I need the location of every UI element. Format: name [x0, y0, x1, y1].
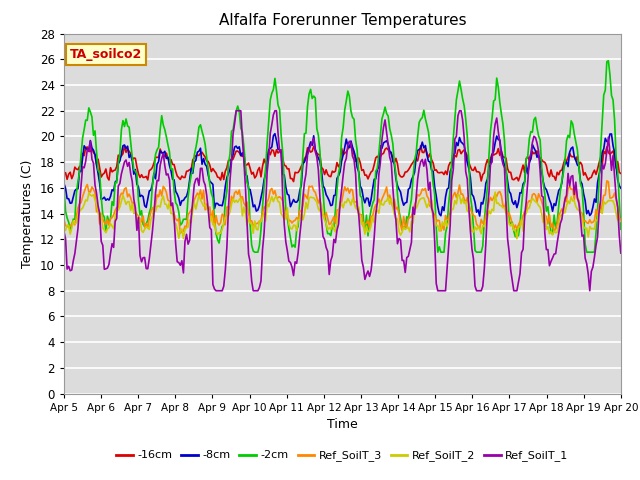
Legend: -16cm, -8cm, -2cm, Ref_SoilT_3, Ref_SoilT_2, Ref_SoilT_1: -16cm, -8cm, -2cm, Ref_SoilT_3, Ref_Soil… — [112, 446, 573, 466]
Ref_SoilT_3 — [129, 200, 136, 206]
Ref_SoilT_1 — [307, 143, 314, 148]
Ref_SoilT_2 — [244, 216, 252, 222]
-8cm — [60, 181, 68, 187]
Line: -8cm: -8cm — [64, 134, 621, 216]
Ref_SoilT_3 — [588, 220, 595, 226]
Line: Ref_SoilT_1: Ref_SoilT_1 — [64, 111, 621, 291]
Title: Alfalfa Forerunner Temperatures: Alfalfa Forerunner Temperatures — [219, 13, 466, 28]
-2cm — [226, 151, 234, 157]
Y-axis label: Temperatures (C): Temperatures (C) — [21, 159, 35, 268]
Ref_SoilT_3 — [177, 230, 184, 236]
Ref_SoilT_1 — [248, 278, 255, 284]
Ref_SoilT_2 — [513, 236, 521, 241]
-16cm — [290, 179, 298, 184]
-8cm — [305, 144, 313, 150]
-8cm — [476, 213, 483, 219]
Ref_SoilT_1 — [589, 264, 596, 270]
Ref_SoilT_3 — [255, 218, 263, 224]
X-axis label: Time: Time — [327, 418, 358, 431]
-16cm — [226, 157, 234, 163]
Ref_SoilT_3 — [246, 218, 254, 224]
-16cm — [617, 170, 625, 176]
-8cm — [271, 131, 279, 137]
Ref_SoilT_3 — [305, 183, 313, 189]
-8cm — [244, 186, 252, 192]
Ref_SoilT_1 — [617, 250, 625, 256]
Ref_SoilT_2 — [303, 206, 311, 212]
Line: -2cm: -2cm — [64, 61, 621, 252]
Ref_SoilT_2 — [492, 189, 499, 195]
Ref_SoilT_2 — [129, 201, 136, 207]
Ref_SoilT_1 — [257, 278, 265, 284]
-2cm — [251, 249, 259, 255]
Ref_SoilT_2 — [617, 218, 625, 224]
Ref_SoilT_1 — [232, 108, 240, 114]
-16cm — [244, 160, 252, 166]
Text: TA_soilco2: TA_soilco2 — [70, 48, 142, 61]
Ref_SoilT_1 — [60, 229, 68, 235]
Line: -16cm: -16cm — [64, 145, 621, 181]
-8cm — [129, 158, 136, 164]
-16cm — [60, 171, 68, 177]
-16cm — [305, 146, 313, 152]
-8cm — [589, 204, 596, 210]
Line: Ref_SoilT_2: Ref_SoilT_2 — [64, 192, 621, 239]
Ref_SoilT_1 — [129, 179, 136, 184]
-8cm — [617, 185, 625, 191]
-2cm — [617, 227, 625, 232]
Ref_SoilT_2 — [60, 228, 68, 234]
-2cm — [60, 185, 68, 191]
-2cm — [588, 249, 595, 255]
Ref_SoilT_3 — [60, 217, 68, 223]
-2cm — [244, 184, 252, 190]
Ref_SoilT_3 — [617, 217, 625, 223]
-2cm — [305, 91, 313, 97]
-8cm — [226, 167, 234, 172]
Ref_SoilT_2 — [589, 226, 596, 231]
Ref_SoilT_3 — [228, 193, 236, 199]
-16cm — [129, 157, 136, 163]
Ref_SoilT_2 — [226, 209, 234, 215]
Ref_SoilT_3 — [603, 178, 611, 184]
-16cm — [417, 143, 424, 148]
-2cm — [129, 154, 136, 160]
-16cm — [589, 170, 596, 176]
-8cm — [254, 207, 262, 213]
Ref_SoilT_1 — [212, 288, 220, 294]
-2cm — [255, 242, 263, 248]
Ref_SoilT_1 — [228, 159, 236, 165]
-16cm — [254, 167, 262, 173]
-2cm — [605, 58, 612, 64]
Line: Ref_SoilT_3: Ref_SoilT_3 — [64, 181, 621, 233]
Ref_SoilT_2 — [254, 227, 262, 233]
